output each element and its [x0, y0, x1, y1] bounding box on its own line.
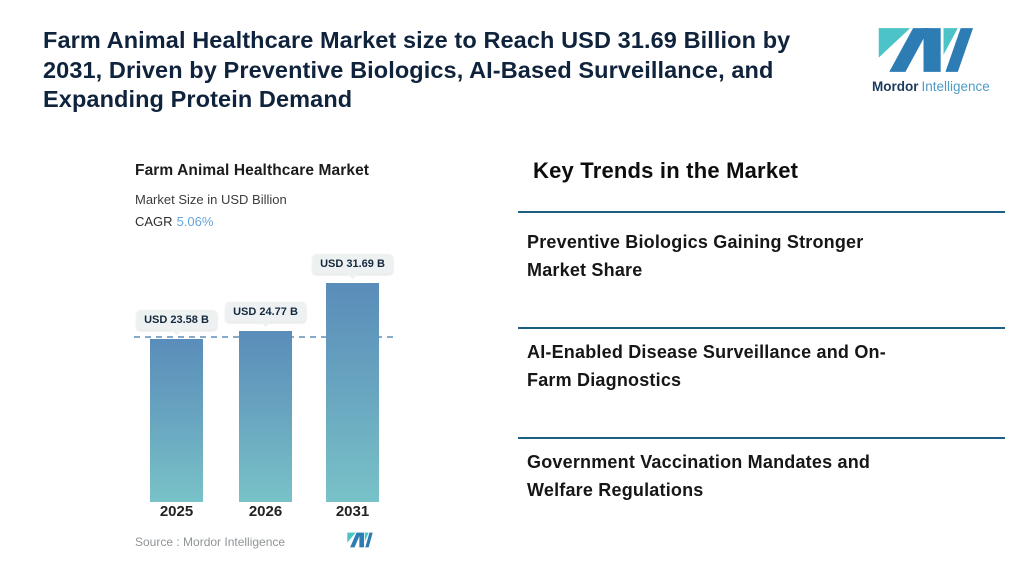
trends-heading: Key Trends in the Market	[533, 158, 799, 183]
mordor-intelligence-logo-icon	[872, 26, 997, 74]
x-axis-label: 2026	[248, 503, 283, 520]
bar	[326, 283, 379, 502]
cagr-label: CAGR	[135, 214, 173, 229]
bar-value-pill: USD 23.58 B	[136, 310, 217, 330]
bar-value-pill: USD 31.69 B	[312, 254, 393, 274]
brand-logo: Mordor Intelligence	[872, 26, 997, 94]
chart-subtitle: Market Size in USD Billion	[135, 192, 287, 207]
trend-item: AI-Enabled Disease Surveillance and On- …	[527, 342, 886, 390]
cagr-value: 5.06%	[176, 214, 214, 229]
bar-column: USD 24.77 B	[225, 242, 306, 502]
x-axis-label: 2025	[159, 503, 194, 520]
bar-column: USD 31.69 B	[312, 242, 393, 502]
bar-column: USD 23.58 B	[136, 242, 217, 502]
chart-title: Farm Animal Healthcare Market	[135, 162, 370, 179]
x-axis-label: 2031	[335, 503, 370, 520]
key-trends-panel: Key Trends in the Market Preventive Biol…	[518, 150, 1005, 550]
trend-item: Government Vaccination Mandates and Welf…	[527, 452, 871, 500]
source-attribution: Source : Mordor Intelligence	[135, 535, 286, 549]
bar-value-pill: USD 24.77 B	[225, 302, 306, 322]
brand-name: Mordor Intelligence	[872, 79, 990, 94]
page-title: Farm Animal Healthcare Market size to Re…	[43, 27, 791, 112]
mordor-intelligence-mini-logo-icon	[346, 532, 373, 553]
divider	[518, 211, 1005, 213]
divider	[518, 437, 1005, 439]
bar	[150, 339, 203, 502]
bar	[239, 331, 292, 502]
chart-cagr: CAGR 5.06%	[135, 214, 213, 229]
divider	[518, 327, 1005, 329]
market-size-chart: Farm Animal Healthcare Market Market Siz…	[85, 140, 497, 572]
trend-item: Preventive Biologics Gaining Stronger Ma…	[527, 232, 864, 280]
